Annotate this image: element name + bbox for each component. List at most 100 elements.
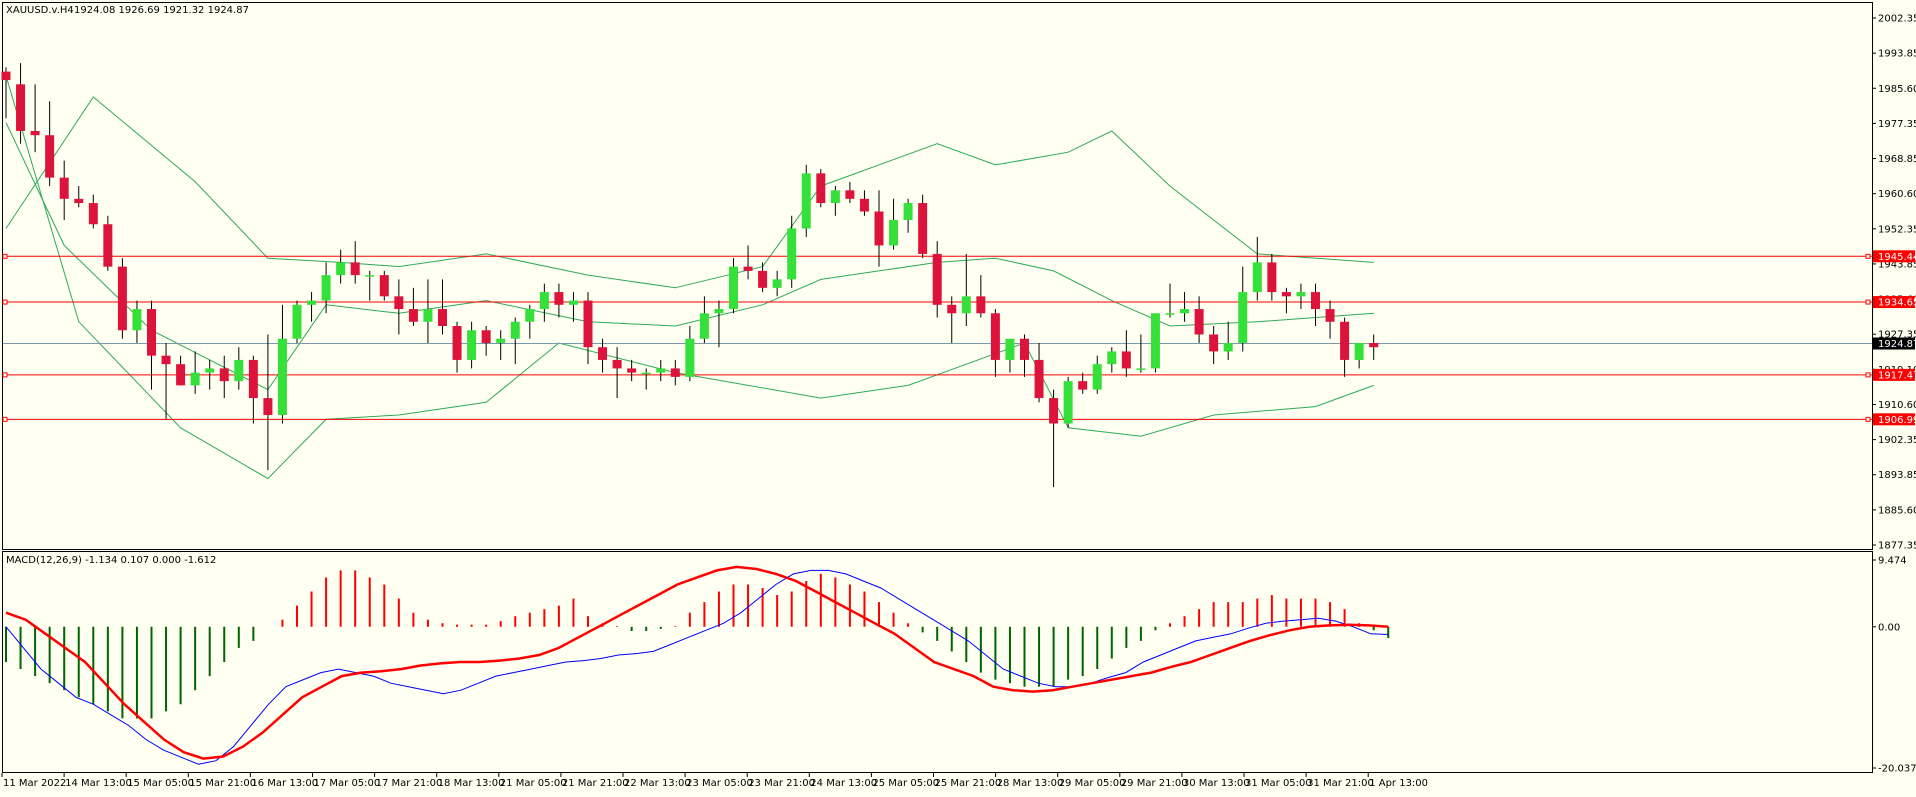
candle-body: [685, 338, 695, 377]
candle-body: [248, 359, 258, 399]
candle: [627, 359, 637, 382]
price-tick-label: 1993.85: [1878, 49, 1916, 60]
price-tick-label: 1893.85: [1878, 470, 1916, 481]
candle-body: [990, 313, 1000, 360]
candle: [889, 198, 899, 250]
candle: [539, 283, 549, 322]
candle: [1281, 287, 1291, 314]
candle-body: [627, 368, 637, 373]
level-anchor-left[interactable]: [2, 253, 8, 259]
candle-body: [816, 173, 826, 204]
candle: [1020, 334, 1029, 377]
candle: [16, 63, 26, 144]
candle-body: [903, 203, 913, 221]
candle: [714, 300, 724, 348]
candle-body: [1063, 381, 1073, 424]
price-axis[interactable]: 2002.35 1993.85 1985.60 1977.35 1968.85 1960.…: [1872, 14, 1916, 552]
candle: [583, 292, 593, 365]
candle: [1092, 355, 1102, 394]
time-tick-label: 30 Mar 13:00: [1183, 778, 1250, 789]
candle: [336, 249, 346, 284]
level-anchor-left[interactable]: [2, 299, 8, 305]
candle: [321, 262, 331, 314]
candle-body: [729, 266, 738, 310]
candle-body: [787, 228, 797, 280]
candle-body: [1136, 368, 1146, 370]
candle-body: [336, 262, 346, 276]
time-tick-label: 18 Mar 13:00: [438, 778, 505, 789]
time-tick-label: 25 Mar 21:00: [935, 778, 1002, 789]
candle: [132, 300, 142, 343]
candle: [88, 194, 98, 229]
candle-body: [947, 304, 957, 314]
candle: [1063, 376, 1073, 428]
level-price-tag[interactable]: [1873, 368, 1915, 381]
candle: [263, 334, 273, 471]
candle-body: [379, 275, 389, 297]
candle: [452, 321, 462, 373]
candle-body: [481, 330, 491, 343]
macd-tick-label: 0.00: [1878, 622, 1900, 633]
candle-body: [234, 359, 244, 382]
candle-body: [1267, 262, 1277, 293]
level-anchor-right[interactable]: [1865, 372, 1871, 378]
candle: [59, 160, 69, 221]
price-tick-label: 2002.35: [1878, 14, 1916, 25]
level-price-tag[interactable]: [1873, 250, 1915, 263]
candle: [874, 190, 884, 267]
candle-body: [30, 130, 40, 136]
candle-body: [641, 372, 651, 375]
candle: [1311, 283, 1320, 327]
candle-body: [889, 220, 899, 246]
candle-body: [1150, 313, 1160, 369]
candle: [743, 245, 753, 280]
chart-header-symbol: XAUUSD.v.H4: [6, 5, 74, 16]
macd-histogram: [5, 570, 1390, 719]
candle-body: [554, 292, 564, 305]
candle: [918, 194, 928, 259]
candle-body: [423, 309, 433, 322]
candle-body: [874, 211, 884, 246]
level-anchor-left[interactable]: [2, 372, 8, 378]
candle: [568, 292, 578, 322]
level-anchor-left[interactable]: [2, 416, 8, 422]
candle-body: [307, 300, 317, 305]
candle: [801, 164, 811, 237]
candle: [612, 347, 622, 399]
time-tick-label: 29 Mar 05:00: [1059, 778, 1126, 789]
candle-body: [321, 275, 331, 301]
candle: [307, 292, 317, 322]
candle: [30, 84, 40, 153]
level-anchor-right[interactable]: [1865, 299, 1871, 305]
level-price-tag[interactable]: [1873, 413, 1915, 426]
candle-body: [1296, 292, 1306, 297]
candle-body: [612, 359, 622, 369]
level-anchor-right[interactable]: [1865, 253, 1871, 259]
candle: [525, 304, 535, 339]
time-tick-label: 1 Apr 13:00: [1369, 778, 1428, 789]
candle-body: [205, 368, 215, 373]
candle-body: [1369, 342, 1379, 348]
candle-body: [772, 279, 782, 288]
time-tick-label: 21 Mar 05:00: [500, 778, 567, 789]
candle-body: [801, 173, 811, 229]
candle-body: [1281, 292, 1291, 297]
candle: [1005, 338, 1015, 373]
price-tick-label: 1885.60: [1878, 505, 1916, 516]
candle: [685, 326, 695, 382]
candle: [859, 190, 869, 216]
candle-body: [408, 309, 418, 322]
candle: [903, 198, 913, 233]
level-price-tag[interactable]: [1873, 296, 1915, 309]
candle: [1, 67, 11, 119]
candle-body: [1354, 342, 1364, 360]
candle-body: [1107, 351, 1117, 365]
time-tick-label: 29 Mar 21:00: [1121, 778, 1188, 789]
level-anchor-right[interactable]: [1865, 416, 1871, 422]
candle-body: [176, 364, 186, 386]
time-tick-label: 16 Mar 13:00: [251, 778, 318, 789]
macd-tick-label: 9.474: [1878, 556, 1907, 567]
candle: [758, 262, 768, 293]
